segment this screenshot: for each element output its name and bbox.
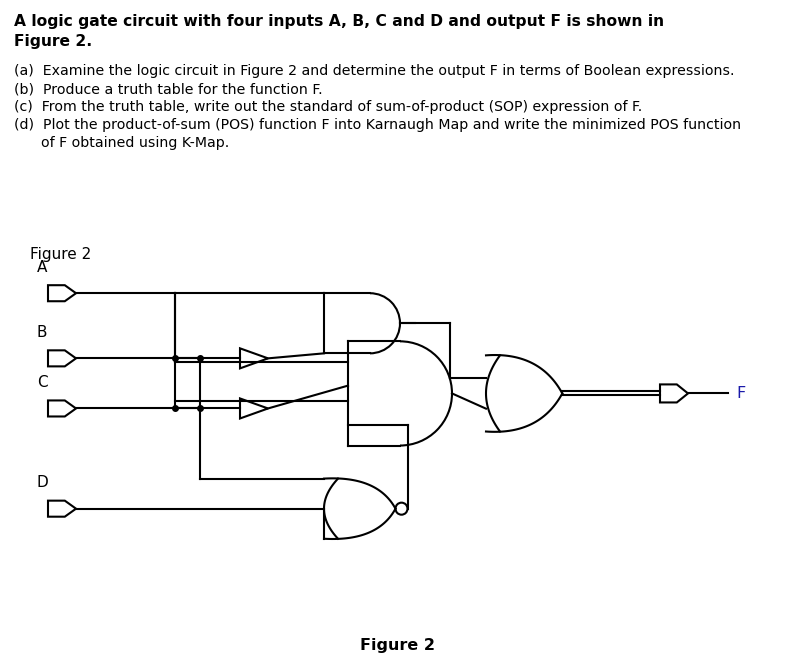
Text: D: D: [36, 475, 48, 490]
Text: Figure 2: Figure 2: [30, 247, 91, 262]
Text: (a)  Examine the logic circuit in Figure 2 and determine the output F in terms o: (a) Examine the logic circuit in Figure …: [14, 64, 735, 78]
Text: Figure 2.: Figure 2.: [14, 34, 92, 49]
Text: C: C: [37, 375, 48, 390]
Text: A logic gate circuit with four inputs A, B, C and D and output F is shown in: A logic gate circuit with four inputs A,…: [14, 14, 664, 29]
Text: (b)  Produce a truth table for the function F.: (b) Produce a truth table for the functi…: [14, 82, 323, 96]
Text: (c)  From the truth table, write out the standard of sum-of-product (SOP) expres: (c) From the truth table, write out the …: [14, 100, 642, 114]
Text: (d)  Plot the product-of-sum (POS) function F into Karnaugh Map and write the mi: (d) Plot the product-of-sum (POS) functi…: [14, 118, 741, 132]
Text: B: B: [37, 325, 47, 340]
Text: of F obtained using K-Map.: of F obtained using K-Map.: [14, 136, 229, 150]
Text: F: F: [736, 386, 745, 401]
Text: A: A: [37, 260, 47, 275]
Text: Figure 2: Figure 2: [359, 639, 435, 653]
